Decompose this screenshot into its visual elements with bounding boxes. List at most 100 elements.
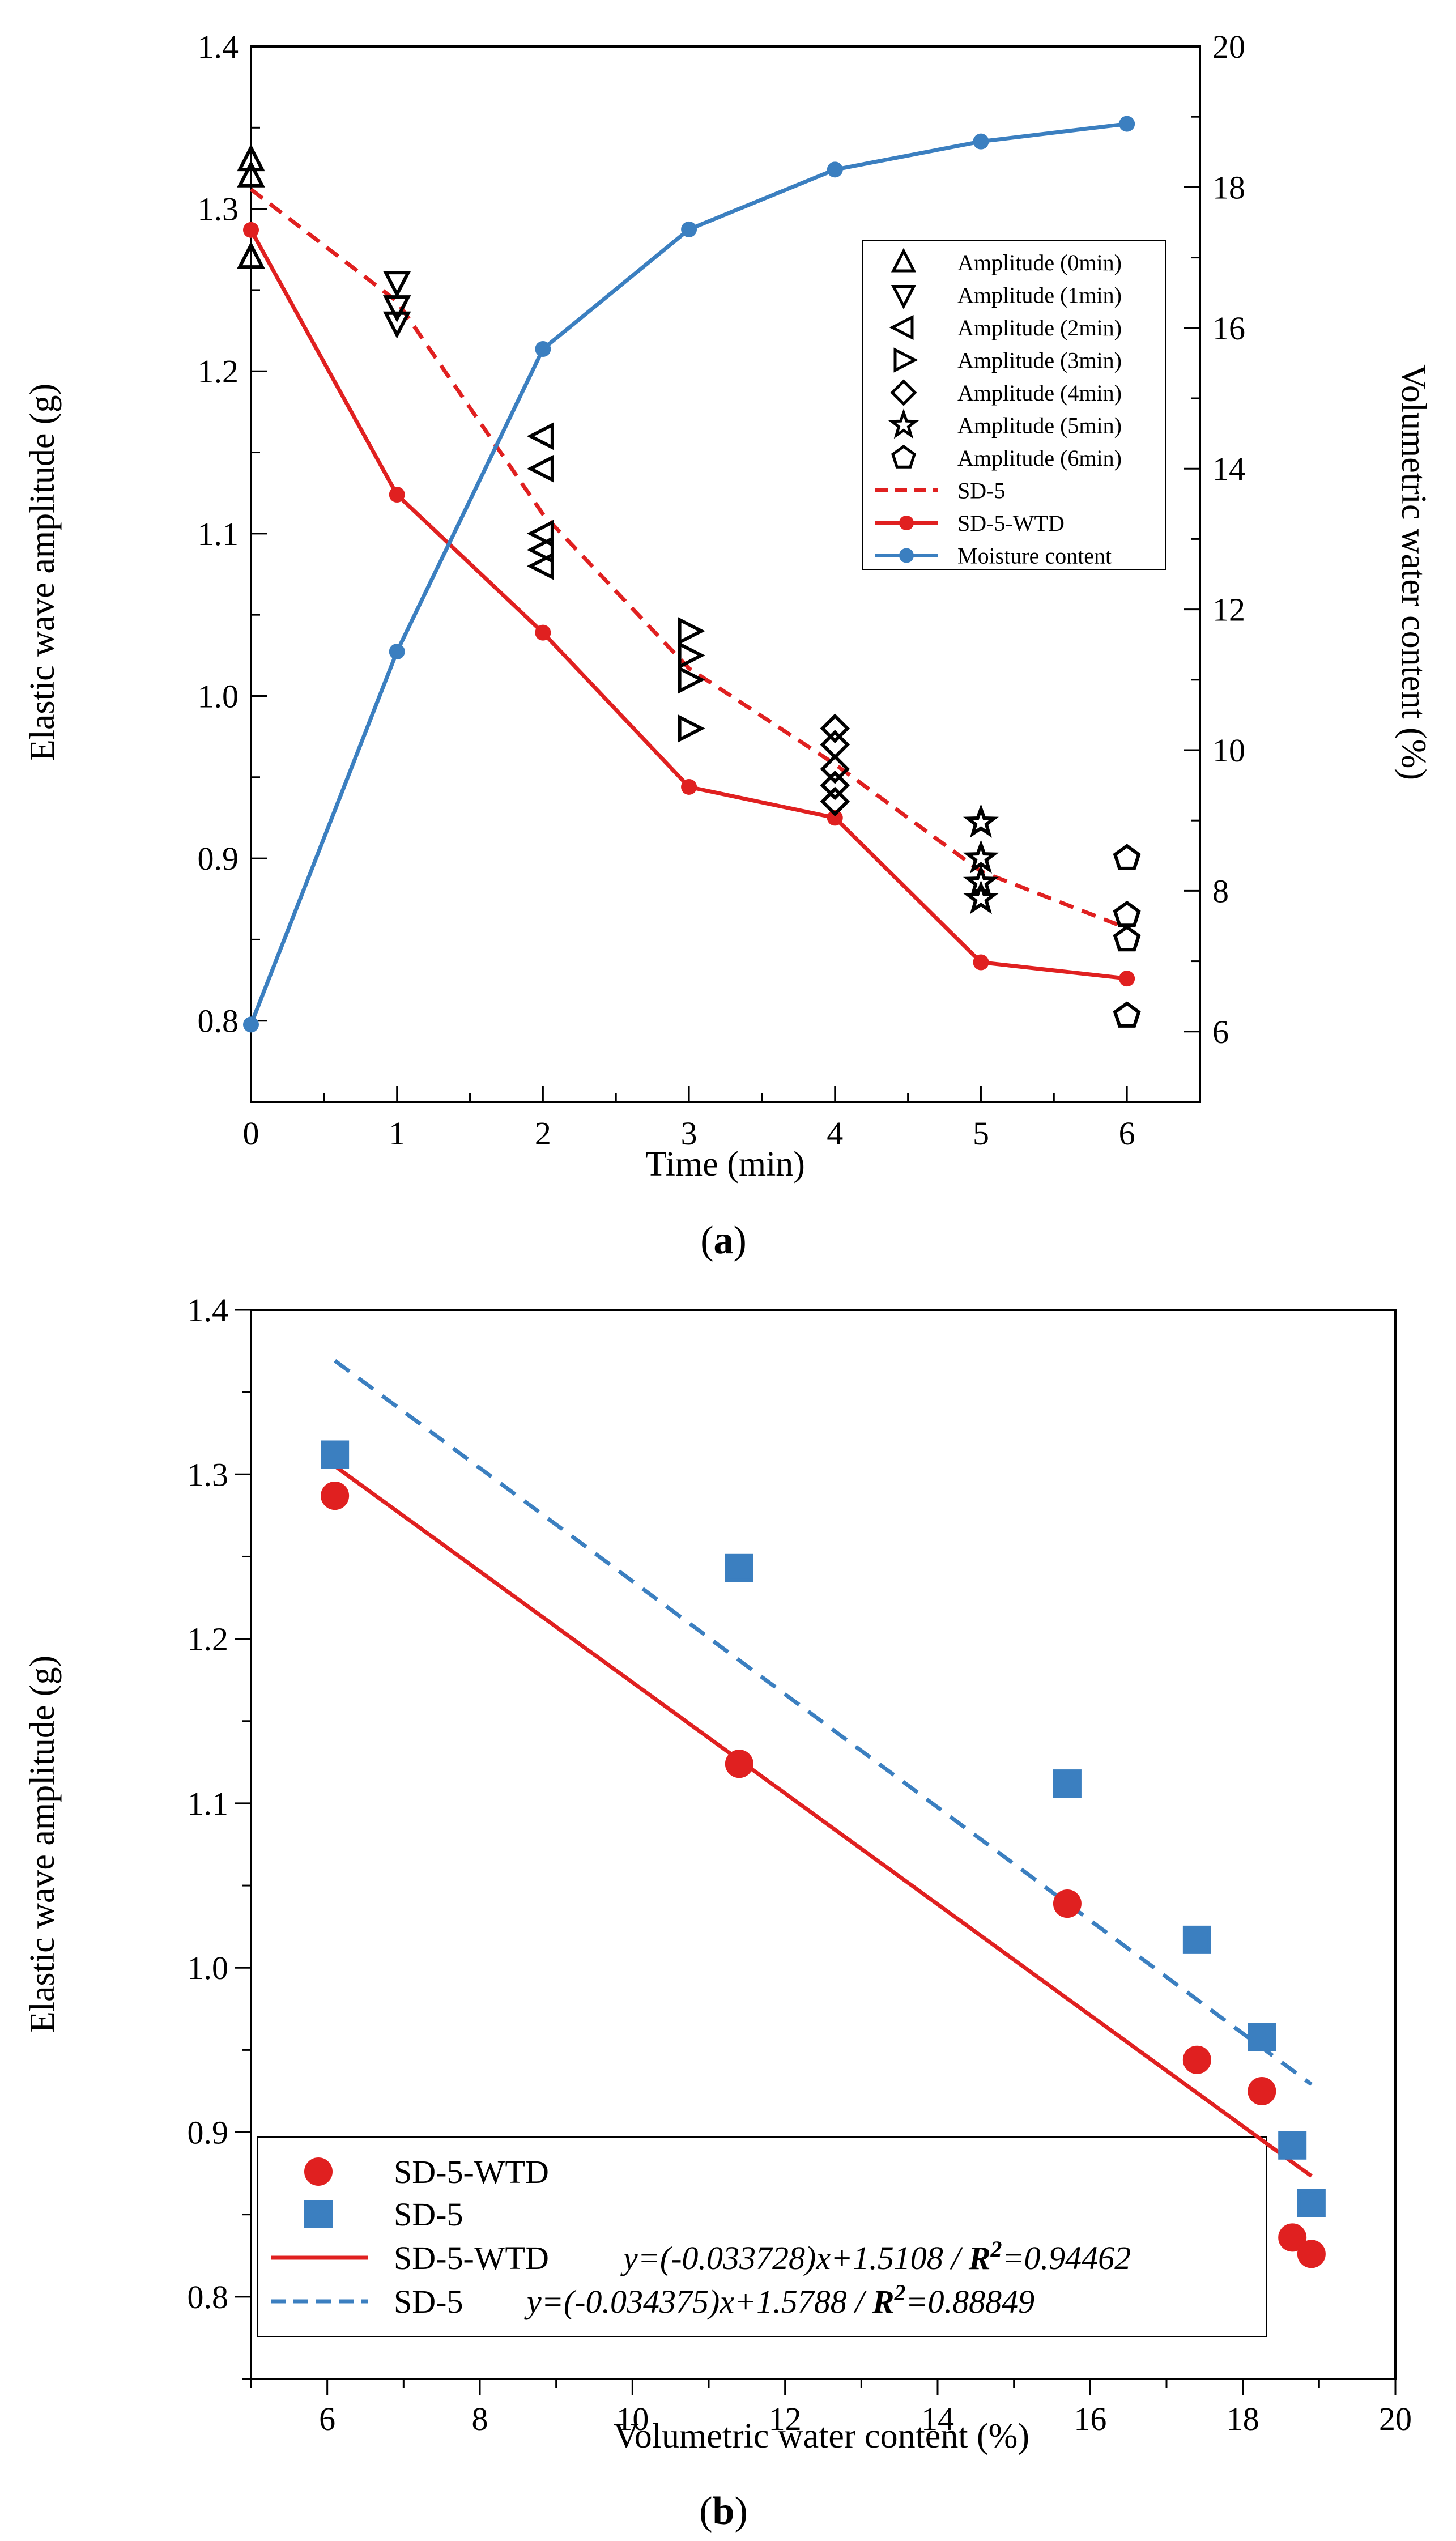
panel-a-y-left-tick-label: 0.9 [198, 840, 239, 877]
panel-a-x-tick-label: 4 [827, 1115, 843, 1152]
panel-a-amplitude-marker [963, 880, 999, 914]
panel-a-point-moisture-content [827, 161, 843, 178]
panel-b-legend-label: SD-5 [394, 2196, 463, 2233]
panel-a-amplitude-marker [963, 840, 999, 874]
panel-a-y-right-tick-label: 6 [1212, 1014, 1229, 1050]
panel-a-x-tick-label: 6 [1119, 1115, 1135, 1152]
panel-a-legend-label: Amplitude (4min) [957, 380, 1122, 406]
panel-b-legend-box [257, 2136, 1267, 2337]
panel-b-point-sd-5-wtd [1278, 2223, 1307, 2252]
panel-a-amplitude-marker [820, 713, 850, 744]
panel-a-amplitude-marker [237, 160, 265, 188]
panel-b-label: (b) [699, 2489, 748, 2533]
panel-a-x-axis-title: Time (min) [645, 1145, 805, 1184]
panel-b-y-tick-label: 1.0 [188, 1950, 229, 1986]
panel-b-x-tick-label: 18 [1227, 2400, 1259, 2437]
panel-b-y-tick-label: 1.1 [188, 1785, 229, 1822]
panel-a-point-moisture-content [1119, 116, 1135, 132]
panel-a-point-moisture-content [535, 341, 551, 357]
panel-a-amplitude-marker [820, 730, 850, 760]
panel-a-amplitude-marker [963, 803, 999, 838]
panel-b-y-tick-label: 0.8 [188, 2279, 229, 2316]
panel-b-legend-label: SD-5-WTD [394, 2153, 549, 2190]
panel-a-amplitude-marker [382, 295, 411, 323]
panel-a-legend-box [862, 240, 1166, 570]
panel-b-y-axis-title: Elastic wave amplitude (g) [23, 1655, 62, 2033]
panel-b-point-sd-5 [725, 1553, 753, 1582]
panel-a-x-tick-label: 3 [681, 1115, 697, 1152]
panel-b-point-sd-5-wtd [1053, 1889, 1082, 1918]
panel-a-legend-marker [888, 408, 919, 439]
panel-a-x-tick-label: 1 [389, 1115, 405, 1152]
panel-a-point-sd-5-wtd [827, 810, 843, 826]
panel-a-tick-labels: 0 1 2 3 4 5 60.80.91.01.11.21.31.4681012141618… [198, 28, 1246, 1152]
panel-b-legend-marker [304, 2157, 333, 2186]
panel-a-amplitude-marker [526, 454, 554, 483]
panel-a-legend-label: Amplitude (6min) [957, 445, 1122, 471]
panel-a-amplitude-marker [526, 422, 554, 450]
panel-b-point-sd-5 [1053, 1769, 1082, 1798]
panel-a-y-right-tick-label: 10 [1212, 732, 1245, 769]
panel-a-point-moisture-content [389, 644, 405, 660]
panel-b-point-sd-5 [1278, 2131, 1307, 2160]
panel-a-point-moisture-content [243, 1016, 259, 1033]
panel-b-y-tick-label: 1.3 [188, 1456, 229, 1493]
panel-a-y-right-tick-label: 16 [1212, 310, 1245, 347]
panel-a-markers [237, 144, 1141, 1028]
panel-a-amplitude-marker [678, 714, 705, 743]
panel-a-y-left-tick-label: 1.1 [198, 516, 239, 552]
panel-b-point-sd-5-wtd [1248, 2076, 1276, 2105]
panel-a-x-tick-label: 0 [243, 1115, 259, 1152]
panel-a-plot-frame [250, 45, 1201, 1103]
panel-a-legend-label: Amplitude (2min) [957, 315, 1122, 340]
panel-a-point-sd-5-wtd [681, 778, 697, 795]
panel-b-ticks [235, 1309, 1397, 2395]
panel-b-x-axis-title: Volumetric water content (%) [614, 2417, 1029, 2455]
panel-a-x-tick-label: 2 [535, 1115, 551, 1152]
panel-a-legend-marker [889, 314, 914, 340]
panel-b-y-tick-label: 1.4 [188, 1292, 229, 1329]
panel-b-point-sd-5-wtd [321, 1482, 350, 1510]
panel-b-x-tick-label: 16 [1074, 2400, 1106, 2437]
panel-b-fit-lines [334, 1359, 1313, 2178]
panel-a-legend-marker [891, 285, 917, 309]
panel-b-point-sd-5-wtd [1182, 2045, 1211, 2074]
panel-a-legend-marker [899, 516, 914, 530]
panel-a-amplitude-marker [820, 770, 850, 801]
panel-b-tick-labels: 6 8 10 12 14 16 18 20 0.8 0.9 1.0 1.1 1.2 1.3 1.4 [188, 1292, 1412, 2437]
panel-a-legend-label: SD-5-WTD [957, 510, 1065, 536]
panel-a-legend-label: Amplitude (0min) [957, 250, 1122, 275]
panel-b-point-sd-5-wtd [1297, 2240, 1326, 2268]
panel-a-point-moisture-content [973, 133, 989, 150]
panel-a-legend-marker [899, 548, 914, 563]
panel-b-x-tick-label: 14 [921, 2400, 954, 2437]
panel-a-legend-label: SD-5 [957, 478, 1005, 504]
panel-a-point-sd-5-wtd [535, 624, 551, 641]
panel-b-fit-equation: y=(-0.034375)x+1.5788 / R2=0.88849 [524, 2280, 1034, 2321]
panel-a-legend: Amplitude (0min) Amplitude (1min) Amplitud… [862, 240, 1166, 570]
panel-a-legend-marker [890, 379, 917, 406]
panel-a-y-left-tick-label: 1.4 [198, 28, 239, 65]
panel-a-amplitude-marker [678, 617, 705, 645]
panel-a-legend-marker [891, 248, 917, 273]
panel-a-point-sd-5-wtd [1119, 971, 1135, 987]
panel-a-y-right-tick-label: 18 [1212, 169, 1245, 206]
panel-a-point-sd-5-wtd [973, 954, 989, 971]
panel-b-point-sd-5 [321, 1440, 350, 1469]
panel-b-x-tick-label: 8 [472, 2400, 488, 2437]
panel-a-amplitude-marker [526, 520, 554, 548]
panel-a-y-axis-title-left: Elastic wave amplitude (g) [23, 384, 62, 761]
panel-a-amplitude-marker [820, 754, 850, 784]
panel-a-legend-marker [893, 347, 918, 373]
panel-a-y-right-tick-label: 8 [1212, 872, 1229, 909]
panel-a-y-right-tick-label: 14 [1212, 450, 1245, 487]
panel-a-point-sd-5-wtd [389, 487, 405, 503]
panel-a-legend-label: Amplitude (3min) [957, 348, 1122, 373]
panel-a-y-left-tick-label: 1.3 [198, 191, 239, 228]
panel-a-legend-marker [891, 444, 916, 469]
panel-b-point-sd-5 [1297, 2189, 1326, 2217]
panel-b-point-sd-5 [1248, 2023, 1276, 2051]
panel-a-point-sd-5-wtd [243, 222, 259, 238]
panel-a-amplitude-marker [382, 271, 411, 299]
panel-a-ticks [250, 45, 1201, 1103]
